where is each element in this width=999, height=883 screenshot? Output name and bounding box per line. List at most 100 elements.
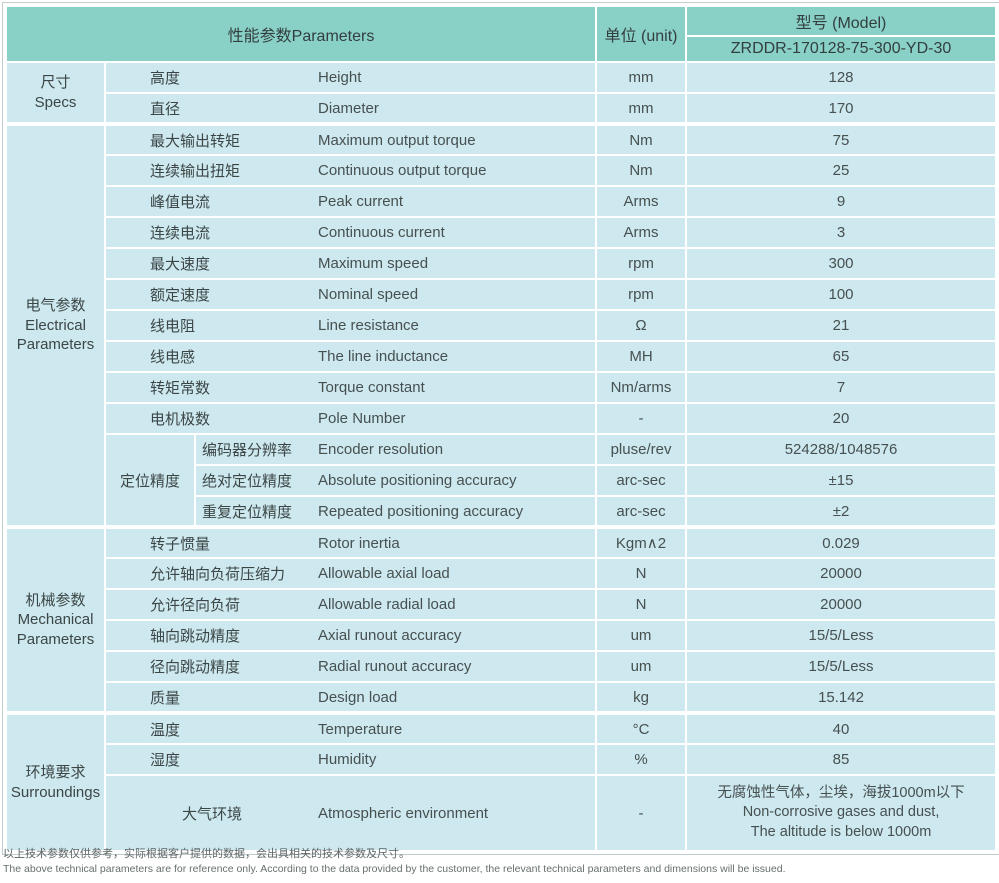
param-cell: 转矩常数 Torque constant	[103, 371, 598, 404]
table-row: 允许轴向负荷压缩力 Allowable axial load N 20000	[6, 557, 998, 590]
value-cell: 65	[685, 340, 998, 373]
param-name-cn: 编码器分辨率	[202, 442, 293, 459]
value-cell: 0.029	[685, 525, 998, 559]
param-cell: 轴向跳动精度 Axial runout accuracy	[103, 619, 598, 652]
table-row: 尺寸 Specs 高度 Height mm 128	[5, 61, 998, 125]
value-cell: ±2	[685, 495, 998, 528]
table-row: 直径 Diameter mm 170	[6, 92, 998, 125]
param-name-en: Rotor inertia	[318, 534, 400, 552]
param-name-en: Line resistance	[318, 317, 419, 334]
value-cell: 无腐蚀性气体，尘埃，海拔1000m以下 Non-corrosive gases …	[685, 774, 998, 852]
group-label-en: Specs	[34, 93, 77, 111]
value-cell: 100	[685, 278, 998, 311]
param-name-en: Humidity	[318, 751, 377, 768]
header-model-label: 型号 (Model)	[685, 5, 998, 37]
param-cell: 最大输出转矩 Maximum output torque	[103, 122, 598, 156]
param-name-cn: 峰值电流	[150, 194, 211, 211]
unit-cell: °C	[595, 711, 688, 745]
value-cell: 128	[685, 61, 998, 94]
unit-cell: mm	[595, 61, 688, 94]
value-cell: 21	[685, 309, 998, 342]
table-row: 线电感 The line inductance MH 65	[6, 340, 998, 373]
table-row: 电机极数 Pole Number - 20	[6, 402, 998, 435]
unit-cell: Kgm∧2	[595, 525, 688, 559]
param-name-cn: 允许轴向负荷压缩力	[150, 566, 286, 583]
unit-cell: Nm	[595, 154, 688, 187]
param-name-cn: 线电阻	[150, 318, 196, 335]
param-name-cn: 电机极数	[150, 411, 211, 428]
param-name-en: Torque constant	[318, 379, 425, 396]
value-cell: 20000	[685, 557, 998, 590]
table-row: 电气参数 Electrical Parameters 最大输出转矩 Maximu…	[5, 122, 998, 528]
header-parameters: 性能参数Parameters	[4, 5, 598, 63]
group-cell-specs: 尺寸 Specs	[5, 61, 106, 125]
table-row: 连续输出扭矩 Continuous output torque Nm 25	[6, 154, 998, 187]
table-row: 机械参数 Mechanical Parameters 转子惯量 Rotor in…	[5, 525, 998, 714]
unit-cell: N	[595, 588, 688, 621]
param-cell: 最大速度 Maximum speed	[103, 247, 598, 280]
param-name-en: Axial runout accuracy	[318, 627, 462, 644]
param-name-en: Maximum output torque	[318, 131, 476, 149]
param-cell: 允许轴向负荷压缩力 Allowable axial load	[103, 557, 598, 590]
group-label-cn: 机械参数	[25, 591, 86, 609]
param-cell: 温度 Temperature	[103, 711, 598, 745]
param-name-en: Allowable axial load	[318, 565, 450, 582]
value-cell: 15/5/Less	[685, 619, 998, 652]
param-name-cn: 转矩常数	[150, 380, 211, 397]
value-cell: 15/5/Less	[685, 650, 998, 683]
value-cell: 15.142	[685, 681, 998, 714]
group-cell-surroundings: 环境要求 Surroundings	[5, 711, 106, 852]
unit-cell: um	[595, 650, 688, 683]
param-name-en: Continuous output torque	[318, 162, 487, 179]
group-label-cn: 环境要求	[25, 764, 86, 781]
param-cell: 湿度 Humidity	[103, 743, 598, 776]
table-row: 峰值电流 Peak current Arms 9	[6, 185, 998, 218]
param-cell: 绝对定位精度 Absolute positioning accuracy	[193, 464, 598, 497]
unit-cell: Ω	[595, 309, 688, 342]
param-cell: 额定速度 Nominal speed	[103, 278, 598, 311]
header-row-2: ZRDDR-170128-75-300-YD-30	[6, 35, 998, 63]
value-cell: 524288/1048576	[685, 433, 998, 466]
unit-cell: pluse/rev	[595, 433, 688, 466]
param-name-en: Repeated positioning accuracy	[318, 502, 524, 520]
unit-cell: Arms	[595, 216, 688, 249]
param-cell: 允许径向负荷 Allowable radial load	[103, 588, 598, 621]
table-row: 定位精度 编码器分辨率 Encoder resolution pluse/rev…	[6, 433, 998, 528]
param-cell: 径向跳动精度 Radial runout accuracy	[103, 650, 598, 683]
param-name-cn: 温度	[150, 721, 181, 739]
header-unit: 单位 (unit)	[595, 5, 688, 63]
param-name-en: Atmospheric environment	[318, 804, 489, 822]
value-cell: 75	[685, 122, 998, 156]
value-cell: 25	[685, 154, 998, 187]
unit-cell: rpm	[595, 278, 688, 311]
param-name-en: Continuous current	[318, 224, 445, 241]
param-name-en: Height	[318, 69, 362, 86]
param-name-cn: 最大速度	[150, 256, 211, 273]
param-cell: 转子惯量 Rotor inertia	[103, 525, 598, 559]
param-cell: 大气环境 Atmospheric environment	[103, 774, 598, 852]
param-name-en: Absolute positioning accuracy	[318, 472, 517, 489]
unit-cell: -	[595, 774, 688, 852]
param-name-cn: 高度	[150, 70, 181, 87]
table-row: 径向跳动精度 Radial runout accuracy um 15/5/Le…	[6, 650, 998, 683]
value-cell: 9	[685, 185, 998, 218]
table-row: 连续电流 Continuous current Arms 3	[6, 216, 998, 249]
value-cell: 20000	[685, 588, 998, 621]
param-name-en: Diameter	[318, 99, 379, 117]
table-row: 转矩常数 Torque constant Nm/arms 7	[6, 371, 998, 404]
unit-cell: Arms	[595, 185, 688, 218]
unit-cell: N	[595, 557, 688, 590]
param-cell: 连续输出扭矩 Continuous output torque	[103, 154, 598, 187]
table-row: 重复定位精度 Repeated positioning accuracy arc…	[6, 495, 998, 528]
param-name-cn: 重复定位精度	[202, 503, 293, 521]
value-cell: 85	[685, 743, 998, 776]
param-name-en: Design load	[318, 688, 398, 706]
subgroup-cell-positioning: 定位精度	[104, 433, 196, 528]
unit-cell: arc-sec	[595, 495, 688, 528]
unit-cell: arc-sec	[595, 464, 688, 497]
header-row-1: 性能参数Parameters 单位 (unit) 型号 (Model)	[4, 5, 998, 63]
param-name-cn: 额定速度	[150, 287, 211, 304]
param-name-en: The line inductance	[318, 348, 449, 365]
param-name-cn: 湿度	[150, 752, 181, 769]
